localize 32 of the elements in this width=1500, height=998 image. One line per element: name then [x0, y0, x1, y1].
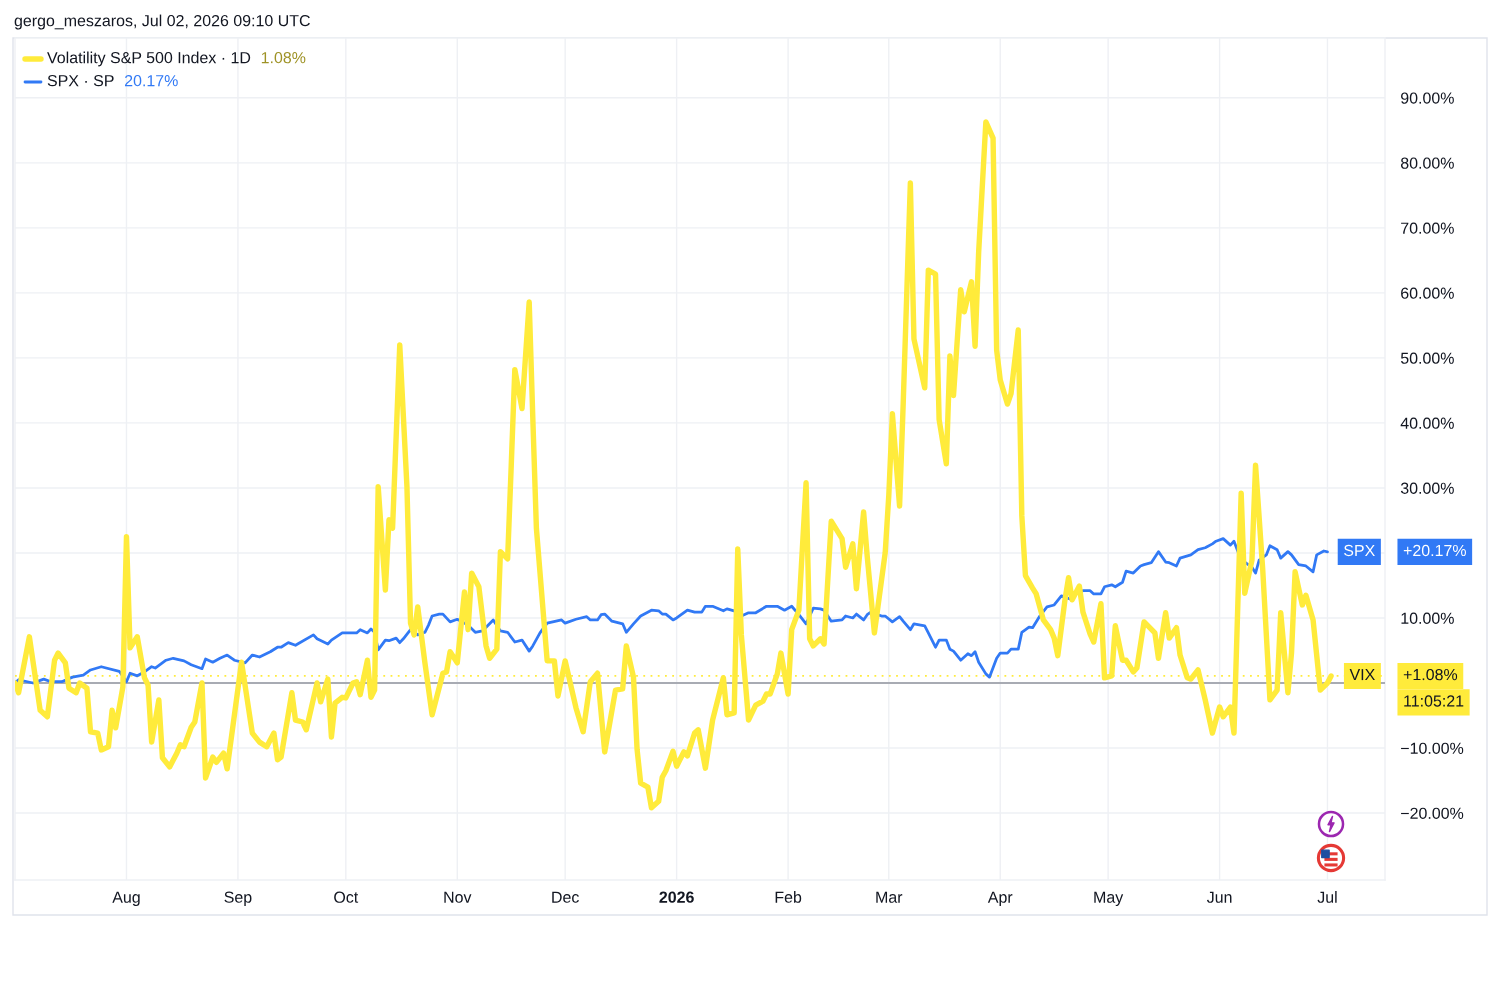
- text: 11:05:21: [1404, 695, 1464, 707]
- annotation: 1.08%: [261, 51, 306, 64]
- x-tick-label: Nov: [444, 891, 472, 903]
- y-tick-label: 70.00%: [1401, 222, 1454, 234]
- x-tick-label: May: [1094, 891, 1124, 906]
- y-tick-label: 50.00%: [1400, 352, 1454, 364]
- y-tick-label: −20.00%: [1401, 807, 1464, 819]
- x-tick-label: Oct: [334, 891, 359, 903]
- y-tick-label: 30.00%: [1400, 482, 1454, 494]
- y-tick-label: 40.00%: [1400, 417, 1454, 429]
- x-tick-label: Apr: [987, 891, 1013, 906]
- x-tick-label: Mar: [876, 891, 903, 903]
- y-tick-label: 90.00%: [1401, 92, 1454, 104]
- x-tick-label: Feb: [775, 891, 802, 903]
- annotation: SPX: [1344, 544, 1375, 557]
- x-tick-label: 2026: [659, 891, 694, 903]
- annotation: VIX: [1349, 669, 1375, 681]
- y-tick-label: 80.00%: [1400, 157, 1454, 169]
- legend-label: Volatility S&P 500 Index · 1D: [47, 51, 251, 67]
- chart-title: gergo_meszaros, Jul 02, 2026 09:10 UTC: [14, 14, 310, 30]
- y-tick-label: 10.00%: [1401, 612, 1454, 624]
- x-tick-label: Dec: [552, 891, 579, 903]
- legend-label: SPX · SP: [47, 74, 114, 87]
- text: +1.08%: [1403, 668, 1458, 681]
- text: +20.17%: [1403, 544, 1466, 557]
- y-tick-label: 60.00%: [1401, 287, 1454, 299]
- y-tick-label: −10.00%: [1401, 742, 1464, 754]
- annotation: 20.17%: [124, 74, 178, 87]
- x-tick-label: Sep: [224, 891, 252, 906]
- x-tick-label: Jul: [1317, 891, 1337, 903]
- x-tick-label: Jun: [1206, 891, 1232, 903]
- x-tick-label: Aug: [112, 891, 140, 906]
